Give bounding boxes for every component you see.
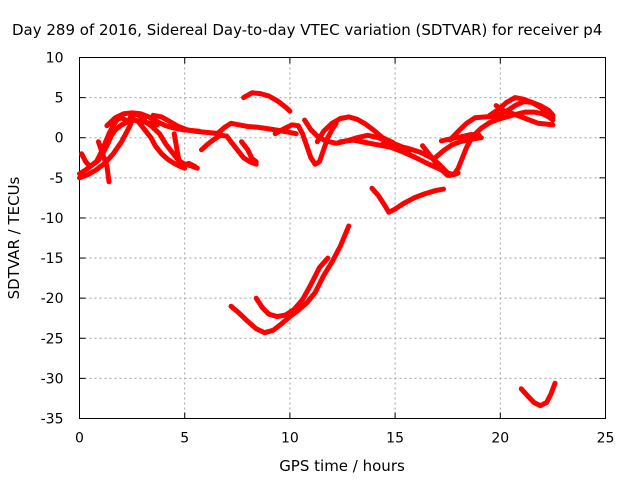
x-axis-label: GPS time / hours — [279, 457, 405, 475]
series-line-arc-17 — [337, 137, 453, 178]
series-line-arc-10 — [199, 132, 259, 167]
plot-frame — [79, 57, 606, 419]
y-tick-label: 0 — [55, 131, 64, 147]
series-line-arc-21 — [432, 135, 484, 161]
series-line-arc-14 — [272, 120, 339, 167]
y-tick-label: -5 — [50, 171, 64, 187]
y-tick-label: -20 — [41, 291, 64, 307]
y-tick-label: 10 — [46, 51, 64, 67]
y-tick-label: -35 — [41, 412, 64, 428]
series-line-arc-27 — [253, 255, 331, 320]
x-tick-label: 25 — [597, 431, 615, 447]
y-axis-label: SDTVAR / TECUs — [5, 176, 23, 299]
series-line-arc-26 — [228, 223, 352, 336]
series-layer — [77, 90, 558, 409]
x-tick-label: 20 — [491, 431, 509, 447]
x-tick-label: 0 — [75, 431, 84, 447]
series-line-arc-8 — [150, 112, 223, 137]
series-line-arc-9 — [171, 131, 198, 170]
series-line-arc-4 — [95, 139, 112, 185]
y-tick-label: -10 — [41, 211, 64, 227]
chart-title: Day 289 of 2016, Sidereal Day-to-day VTE… — [12, 21, 602, 39]
y-tick-label: -30 — [41, 371, 64, 387]
x-tick-label: 10 — [281, 431, 299, 447]
x-tick-label: 5 — [180, 431, 189, 447]
y-tick-label: -15 — [41, 251, 64, 267]
y-tick-label: -25 — [41, 331, 64, 347]
series-line-arc-12 — [239, 139, 259, 165]
series-line-arc-16 — [314, 114, 396, 145]
series-line-arc-28 — [518, 380, 558, 409]
series-line-arc-25 — [493, 103, 556, 128]
series-line-arc-13 — [241, 90, 293, 114]
series-line-arc-20 — [420, 109, 556, 178]
x-tick-label: 15 — [386, 431, 404, 447]
series-line-arc-18 — [369, 185, 446, 215]
axis-ticks: 0 5 10 15 20 25 -35 -30 -25 -20 -15 -10 -5 0 5 10 — [41, 51, 615, 447]
series-line-arc-6 — [127, 115, 188, 171]
y-tick-label: 5 — [55, 91, 64, 107]
